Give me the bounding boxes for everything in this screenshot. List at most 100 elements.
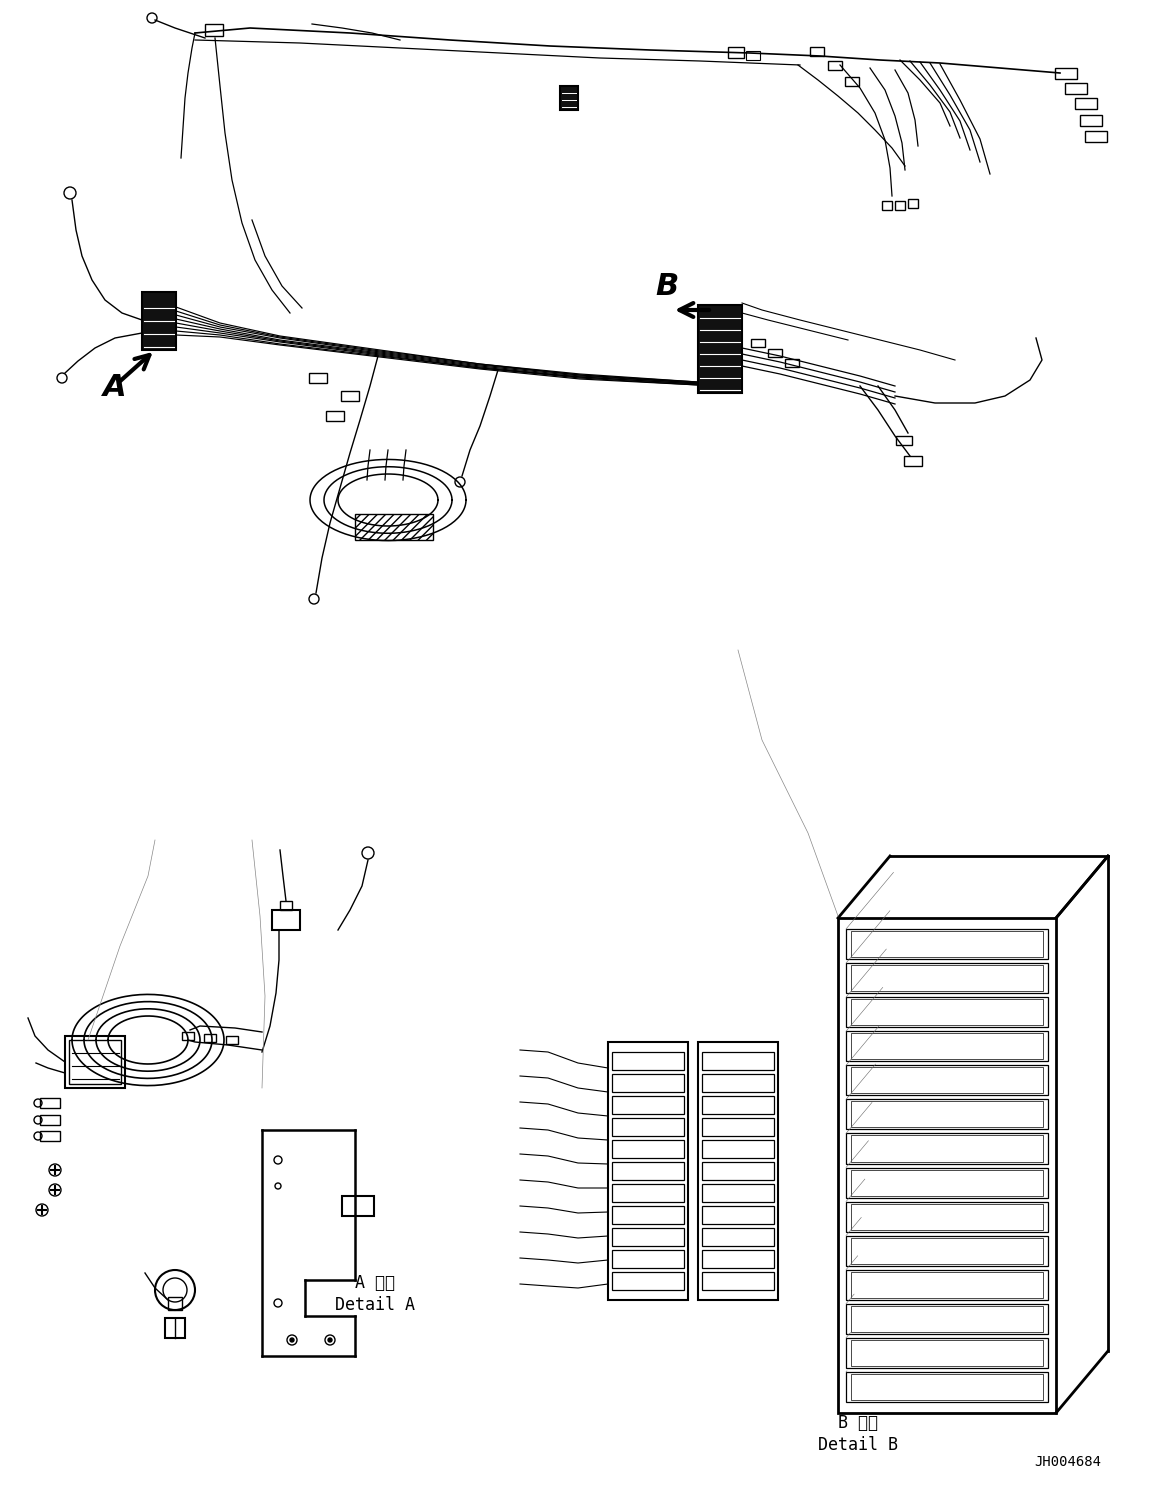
Bar: [851, 1238, 1043, 1263]
Bar: [612, 1140, 684, 1158]
Text: A: A: [104, 373, 127, 402]
Bar: [165, 1318, 185, 1338]
Bar: [181, 1033, 194, 1040]
Bar: [846, 1202, 1048, 1232]
Bar: [702, 1228, 775, 1245]
Bar: [612, 1052, 684, 1070]
Bar: [846, 1235, 1048, 1266]
Bar: [65, 1036, 124, 1088]
Bar: [69, 1040, 121, 1083]
Bar: [698, 1042, 778, 1301]
Bar: [828, 61, 842, 70]
Text: B: B: [655, 272, 678, 301]
Bar: [751, 339, 765, 347]
Bar: [809, 48, 825, 57]
Bar: [904, 455, 922, 466]
Bar: [851, 998, 1043, 1025]
Bar: [40, 1131, 60, 1141]
Bar: [846, 1100, 1048, 1129]
Bar: [846, 77, 859, 86]
Bar: [745, 51, 759, 60]
Bar: [846, 1134, 1048, 1164]
Bar: [355, 513, 433, 540]
Bar: [342, 1196, 374, 1216]
Bar: [851, 1373, 1043, 1400]
Bar: [846, 1065, 1048, 1095]
Bar: [851, 1170, 1043, 1195]
Bar: [846, 1338, 1048, 1367]
Bar: [728, 48, 744, 58]
Bar: [561, 86, 578, 110]
Bar: [846, 1031, 1048, 1061]
Bar: [702, 1052, 775, 1070]
Bar: [702, 1184, 775, 1202]
Text: JH004684: JH004684: [1035, 1455, 1101, 1469]
Bar: [851, 1306, 1043, 1332]
Bar: [702, 1272, 775, 1290]
Bar: [846, 929, 1048, 960]
Bar: [851, 966, 1043, 991]
Bar: [785, 359, 799, 368]
Bar: [846, 1168, 1048, 1198]
Bar: [702, 1074, 775, 1092]
Bar: [309, 373, 327, 382]
Bar: [908, 199, 918, 208]
Bar: [204, 1034, 216, 1042]
Bar: [702, 1205, 775, 1225]
Bar: [846, 963, 1048, 992]
Bar: [40, 1115, 60, 1125]
Bar: [851, 1272, 1043, 1298]
Bar: [205, 24, 223, 36]
Text: Detail B: Detail B: [818, 1436, 898, 1454]
Bar: [702, 1117, 775, 1135]
Bar: [851, 931, 1043, 957]
Bar: [612, 1117, 684, 1135]
Bar: [851, 1204, 1043, 1229]
Bar: [839, 918, 1056, 1414]
Bar: [612, 1097, 684, 1115]
Bar: [326, 411, 344, 421]
Bar: [612, 1074, 684, 1092]
Bar: [851, 1067, 1043, 1094]
Bar: [846, 1372, 1048, 1402]
Bar: [608, 1042, 688, 1301]
Bar: [167, 1298, 181, 1309]
Bar: [851, 1339, 1043, 1366]
Bar: [702, 1162, 775, 1180]
Bar: [882, 201, 892, 210]
Bar: [612, 1184, 684, 1202]
Text: Detail A: Detail A: [335, 1296, 415, 1314]
Bar: [341, 391, 359, 400]
Bar: [280, 902, 292, 911]
Bar: [612, 1272, 684, 1290]
Bar: [1055, 68, 1077, 79]
Bar: [1065, 83, 1087, 94]
Bar: [1075, 98, 1097, 109]
Bar: [846, 1303, 1048, 1333]
Text: B 詳細: B 詳細: [839, 1414, 878, 1431]
Bar: [702, 1140, 775, 1158]
Bar: [846, 997, 1048, 1027]
Bar: [1080, 115, 1103, 126]
Bar: [40, 1098, 60, 1109]
Circle shape: [328, 1338, 331, 1342]
Bar: [702, 1250, 775, 1268]
Bar: [272, 911, 300, 930]
Bar: [851, 1135, 1043, 1162]
Bar: [612, 1250, 684, 1268]
Bar: [846, 1269, 1048, 1301]
Bar: [612, 1162, 684, 1180]
Bar: [612, 1228, 684, 1245]
Bar: [896, 201, 905, 210]
Bar: [142, 292, 176, 350]
Bar: [768, 350, 782, 357]
Bar: [702, 1097, 775, 1115]
Bar: [612, 1205, 684, 1225]
Circle shape: [290, 1338, 294, 1342]
Bar: [226, 1036, 238, 1045]
Bar: [851, 1101, 1043, 1128]
Bar: [851, 1033, 1043, 1059]
Text: A 詳細: A 詳細: [355, 1274, 395, 1292]
Bar: [896, 436, 912, 445]
Bar: [1085, 131, 1107, 141]
